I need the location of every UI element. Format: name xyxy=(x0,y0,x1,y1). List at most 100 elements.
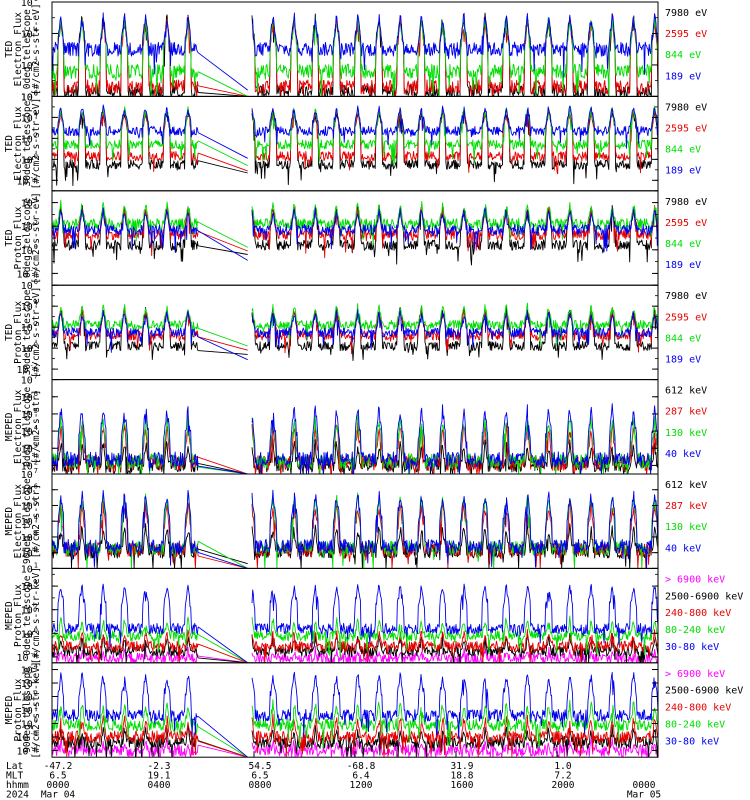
legend-entry: 2595 eV xyxy=(665,312,707,323)
y-axis-title-line: TED xyxy=(4,229,15,246)
x-axis-row-label: hhmm xyxy=(6,780,29,791)
y-axis-title-line: MEPED xyxy=(4,601,15,630)
legend-entry: 844 eV xyxy=(665,145,701,156)
series-line-189-ev xyxy=(52,104,658,159)
series-line-844-ev xyxy=(52,105,658,167)
x-axis-row-value: 1600 xyxy=(451,780,474,791)
x-axis-row-value: 18.8 xyxy=(451,771,474,782)
x-axis-row-value: 7.2 xyxy=(554,771,571,782)
series-line--6900-kev xyxy=(52,736,658,758)
legend-entry: 2595 eV xyxy=(665,29,707,40)
y-axis-title-line: 30deg telescope xyxy=(22,289,33,375)
y-axis-title-line: 90deg telescope xyxy=(22,478,33,564)
legend-entry: 7980 eV xyxy=(665,291,707,302)
legend-entry: 130 keV xyxy=(665,522,707,533)
series-line-40-kev xyxy=(52,403,658,475)
x-axis-row-value: 1200 xyxy=(350,780,373,791)
legend-entry: 30-80 keV xyxy=(665,642,719,653)
legend-entry: 240-800 keV xyxy=(665,608,731,619)
legend-entry: 7980 eV xyxy=(665,197,707,208)
legend-entry: 189 eV xyxy=(665,166,701,177)
legend-entry: 2595 eV xyxy=(665,124,707,135)
x-axis-row-value: 19.1 xyxy=(148,771,171,782)
y-axis-title-line: 0deg telescope xyxy=(22,9,33,89)
legend-entry: 844 eV xyxy=(665,50,701,61)
y-axis-title-line: Electron Flux xyxy=(13,389,24,464)
x-axis-row-label: MLT xyxy=(6,771,23,782)
y-axis-title-line: 0deg telescope xyxy=(22,386,33,466)
x-axis-row-value: 54.5 xyxy=(249,761,272,772)
x-axis-row-value: Mar 05 xyxy=(627,790,661,800)
series-line-189-ev xyxy=(52,12,658,91)
y-axis-title-line: MEPED xyxy=(4,412,15,441)
x-axis-row-value: 6.5 xyxy=(49,771,66,782)
legend-entry: 189 eV xyxy=(665,355,701,366)
x-axis-row-label: Lat xyxy=(6,761,23,772)
legend-entry: 240-800 keV xyxy=(665,703,731,714)
y-axis-title-line: 90deg telescope xyxy=(22,667,33,753)
legend-entry: 287 keV xyxy=(665,501,707,512)
y-axis-title-line: [#/cm2-s-str-eV] xyxy=(31,287,42,379)
series-line-30-80-kev xyxy=(52,583,658,663)
time-axis-annotations: Lat -47.2 -2.3 54.5 -68.8 31.9 1.0 MLT 6.5 19.1 6.… xyxy=(6,751,661,800)
legend-entry: 189 eV xyxy=(665,71,701,82)
y-axis-title-line: Proton Flux xyxy=(13,584,24,647)
y-axis-title-line: 0deg telescope xyxy=(22,575,33,655)
y-axis-title-line: [#/cm2-s-str] xyxy=(31,390,42,464)
legend-entry: > 6900 keV xyxy=(665,574,725,585)
x-axis-row-value: 2000 xyxy=(552,780,575,791)
x-axis-row-value: 31.9 xyxy=(451,761,474,772)
legend-entry: 30-80 keV xyxy=(665,736,719,747)
legend-entry: 2500-6900 keV xyxy=(665,591,743,602)
legend-entry: 7980 eV xyxy=(665,8,707,19)
y-tick-label: 106 xyxy=(21,0,38,9)
y-axis-title-line: 0deg telescope xyxy=(22,198,33,278)
y-axis-title-line: TED xyxy=(4,135,15,152)
series-line-80-240-kev xyxy=(52,615,658,663)
series-line-2595-ev xyxy=(52,15,658,97)
x-axis-row-value: -68.8 xyxy=(347,761,376,772)
legend-entry: 40 keV xyxy=(665,449,701,460)
y-axis-title-line: [#/cm2-s-str-eV] xyxy=(31,98,42,190)
y-axis-title-line: Electron Flux xyxy=(13,106,24,181)
series-line-40-kev xyxy=(52,489,658,569)
legend-entry: 2500-6900 keV xyxy=(665,686,743,697)
series-line-240-800-kev xyxy=(52,713,658,758)
legend-entry: 612 keV xyxy=(665,386,707,397)
series-line-240-800-kev xyxy=(52,628,658,663)
legend-entry: 844 eV xyxy=(665,333,701,344)
x-axis-row-value: -47.2 xyxy=(44,761,73,772)
y-axis-title-line: TED xyxy=(4,40,15,57)
x-axis-row-value: 6.5 xyxy=(251,771,268,782)
series-line-189-ev xyxy=(52,207,658,261)
legend-entry: 612 keV xyxy=(665,480,707,491)
y-axis-title-line: [#/cm2-s-str] xyxy=(31,484,42,558)
y-axis-title-line: MEPED xyxy=(4,695,15,724)
legend-entry: 7980 eV xyxy=(665,102,707,113)
x-axis-row-value: 0800 xyxy=(249,780,272,791)
series-line-80-240-kev xyxy=(52,699,658,758)
x-axis-row-value: 0000 xyxy=(47,780,70,791)
legend-entry: 80-240 keV xyxy=(665,625,725,636)
legend-entry: 189 eV xyxy=(665,260,701,271)
y-axis-title-line: Electron Flux xyxy=(13,484,24,559)
y-axis-title-line: [#/cm2-s-str-eV] xyxy=(31,192,42,284)
legend-entry: 844 eV xyxy=(665,239,701,250)
y-axis-title-line: MEPED xyxy=(4,507,15,536)
series-line-844-ev xyxy=(52,302,658,347)
series-line-844-ev xyxy=(52,14,658,97)
y-axis-title-line: Proton Flux xyxy=(13,678,24,741)
y-axis-title-line: Proton Flux xyxy=(13,206,24,269)
legend-entry: > 6900 keV xyxy=(665,669,725,680)
y-axis-title-line: TED xyxy=(4,324,15,341)
x-axis-row-value: -2.3 xyxy=(148,761,171,772)
y-axis-title-line: Electron Flux xyxy=(13,12,24,87)
